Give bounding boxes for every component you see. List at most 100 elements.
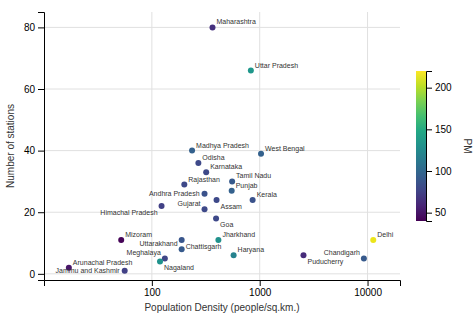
y-tick: 80 bbox=[24, 22, 44, 33]
point-label: Kerala bbox=[257, 191, 277, 198]
colorbar-gradient bbox=[416, 71, 426, 221]
point-label: Rajasthan bbox=[188, 176, 220, 184]
colorbar: 50 100 150 200 bbox=[416, 71, 452, 222]
x-axis-title: Population Density (people/sq.km.) bbox=[144, 302, 299, 313]
point bbox=[189, 148, 195, 154]
y-tick-mark bbox=[38, 274, 44, 275]
y-tick: 40 bbox=[24, 145, 44, 156]
point-label: Uttar Pradesh bbox=[255, 62, 298, 69]
colorbar-tick: 50 bbox=[426, 207, 447, 218]
y-tick: 20 bbox=[24, 207, 44, 218]
point-label: Jammu and Kashmir bbox=[55, 267, 120, 274]
colorbar-tick-mark bbox=[426, 129, 432, 130]
colorbar-axis: 50 100 150 200 bbox=[426, 72, 452, 222]
y-axis: 0 20 40 60 80 bbox=[24, 13, 45, 281]
x-tick-label: 100 bbox=[144, 287, 161, 298]
point bbox=[179, 237, 185, 243]
point bbox=[159, 203, 165, 209]
point-label: Puducherry bbox=[307, 258, 343, 266]
y-tick-mark bbox=[38, 212, 44, 213]
point-label: Odisha bbox=[202, 154, 224, 161]
y-grid-line bbox=[44, 89, 400, 90]
point bbox=[202, 206, 208, 212]
point-labels: Maharashtra Uttar Pradesh Madhya Pradesh We… bbox=[55, 18, 393, 274]
point bbox=[231, 252, 237, 258]
plot-area: 100 1000 10000 0 20 40 60 80 Maharashtra Uttar Pr… bbox=[24, 12, 401, 298]
point-label: Haryana bbox=[238, 246, 265, 254]
y-grid-line bbox=[44, 27, 400, 28]
y-grid-line bbox=[44, 212, 400, 213]
y-grid-line bbox=[44, 150, 400, 151]
colorbar-tick-label: 50 bbox=[435, 207, 447, 218]
point-label: Uttarakhand bbox=[140, 240, 178, 247]
point-label: Himachal Pradesh bbox=[100, 209, 157, 216]
colorbar-tick-label: 100 bbox=[435, 166, 452, 177]
x-grid-line bbox=[367, 12, 368, 280]
point bbox=[118, 237, 124, 243]
colorbar-tick-mark bbox=[426, 213, 432, 214]
point-label: Andhra Pradesh bbox=[149, 190, 200, 197]
point bbox=[213, 215, 219, 221]
y-tick-label: 40 bbox=[24, 145, 36, 156]
point-label: Gujarat bbox=[178, 200, 201, 208]
grid bbox=[44, 12, 400, 280]
y-tick-label: 0 bbox=[29, 269, 35, 280]
x-tick: 100 bbox=[144, 280, 161, 298]
y-tick-label: 60 bbox=[24, 84, 36, 95]
colorbar-tick: 100 bbox=[426, 166, 452, 177]
point bbox=[181, 182, 187, 188]
y-axis-line bbox=[38, 13, 45, 281]
colorbar-tick-label: 200 bbox=[435, 82, 452, 93]
point-label: Punjab bbox=[236, 182, 258, 190]
colorbar-title: PM bbox=[462, 139, 473, 154]
point bbox=[250, 197, 256, 203]
point-label: West Bengal bbox=[265, 145, 305, 153]
point bbox=[122, 268, 128, 274]
point-label: Mizoram bbox=[125, 231, 152, 238]
point bbox=[209, 24, 215, 30]
point-label: Madhya Pradesh bbox=[196, 142, 249, 150]
x-tick-label: 1000 bbox=[249, 287, 272, 298]
point-label: Goa bbox=[220, 221, 233, 228]
point-label: Maharashtra bbox=[216, 18, 255, 25]
point bbox=[370, 237, 376, 243]
colorbar-tick: 200 bbox=[426, 82, 452, 93]
point bbox=[300, 252, 306, 258]
point bbox=[203, 169, 209, 175]
point bbox=[248, 68, 254, 74]
y-axis-title: Number of stations bbox=[5, 104, 16, 188]
point-label: Assam bbox=[221, 203, 243, 210]
point bbox=[229, 188, 235, 194]
point bbox=[258, 151, 264, 157]
x-grid-line bbox=[259, 12, 260, 280]
points bbox=[66, 24, 376, 273]
y-tick-mark bbox=[38, 27, 44, 28]
point-label: Chandigarh bbox=[324, 249, 360, 257]
point bbox=[179, 246, 185, 252]
chart: 100 1000 10000 0 20 40 60 80 Maharashtra Uttar Pr… bbox=[0, 0, 474, 316]
point bbox=[157, 259, 163, 265]
y-tick-mark bbox=[38, 151, 44, 152]
point-label: Arunachal Pradesh bbox=[73, 259, 133, 266]
point bbox=[361, 255, 367, 261]
x-axis: 100 1000 10000 bbox=[45, 280, 401, 298]
point bbox=[195, 160, 201, 166]
point-label: Meghalaya bbox=[127, 249, 161, 257]
point-label: Chattisgarh bbox=[186, 243, 222, 251]
colorbar-tick-label: 150 bbox=[435, 124, 452, 135]
point-label: Nagaland bbox=[164, 264, 194, 272]
colorbar-tick-mark bbox=[426, 171, 432, 172]
x-tick: 1000 bbox=[249, 280, 272, 298]
point-label: Tamil Nadu bbox=[236, 172, 271, 179]
y-tick-label: 20 bbox=[24, 207, 36, 218]
y-tick-mark bbox=[38, 89, 44, 90]
point bbox=[229, 178, 235, 184]
x-tick-mark bbox=[260, 280, 261, 286]
colorbar-axis-line bbox=[427, 72, 433, 222]
point bbox=[202, 191, 208, 197]
x-axis-line bbox=[45, 281, 401, 287]
colorbar-tick-mark bbox=[426, 88, 432, 89]
colorbar-tick: 150 bbox=[426, 124, 452, 135]
x-tick-mark bbox=[152, 280, 153, 286]
x-tick: 10000 bbox=[354, 280, 382, 298]
